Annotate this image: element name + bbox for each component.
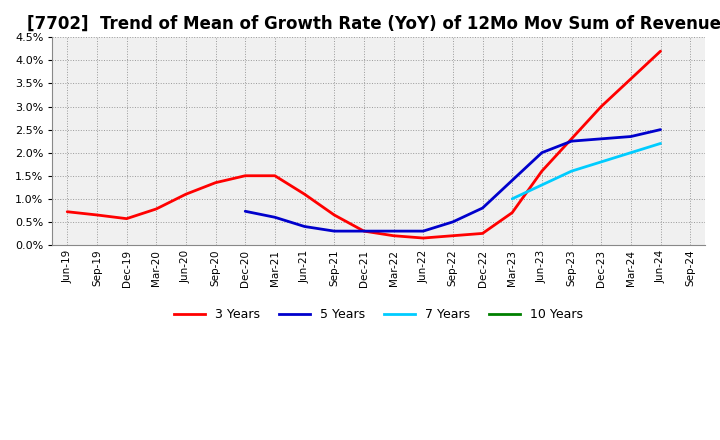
5 Years [567,139,576,144]
3 Years [63,209,71,214]
5 Years [271,215,279,220]
Line: 3 Years: 3 Years [67,51,660,238]
3 Years [93,213,102,218]
7 Years [508,196,516,202]
3 Years [567,136,576,142]
5 Years [656,127,665,132]
5 Years [449,219,457,224]
3 Years [152,206,161,212]
3 Years [656,48,665,54]
3 Years [211,180,220,185]
3 Years [181,191,190,197]
7 Years [656,141,665,146]
5 Years [508,178,516,183]
3 Years [449,233,457,238]
3 Years [300,191,309,197]
3 Years [122,216,131,221]
3 Years [390,233,398,238]
5 Years [300,224,309,229]
3 Years [359,228,368,234]
5 Years [626,134,635,139]
3 Years [626,76,635,81]
5 Years [330,228,338,234]
5 Years [478,205,487,211]
3 Years [478,231,487,236]
7 Years [597,159,606,165]
3 Years [508,210,516,215]
3 Years [271,173,279,178]
5 Years [419,228,428,234]
3 Years [597,104,606,109]
7 Years [626,150,635,155]
5 Years [538,150,546,155]
Title: [7702]  Trend of Mean of Growth Rate (YoY) of 12Mo Mov Sum of Revenues: [7702] Trend of Mean of Growth Rate (YoY… [27,15,720,33]
3 Years [241,173,250,178]
3 Years [419,235,428,241]
3 Years [538,169,546,174]
5 Years [390,228,398,234]
3 Years [330,213,338,218]
5 Years [241,209,250,214]
7 Years [538,182,546,187]
Legend: 3 Years, 5 Years, 7 Years, 10 Years: 3 Years, 5 Years, 7 Years, 10 Years [169,303,588,326]
5 Years [597,136,606,142]
7 Years [567,169,576,174]
5 Years [359,228,368,234]
Line: 7 Years: 7 Years [512,143,660,199]
Line: 5 Years: 5 Years [246,130,660,231]
